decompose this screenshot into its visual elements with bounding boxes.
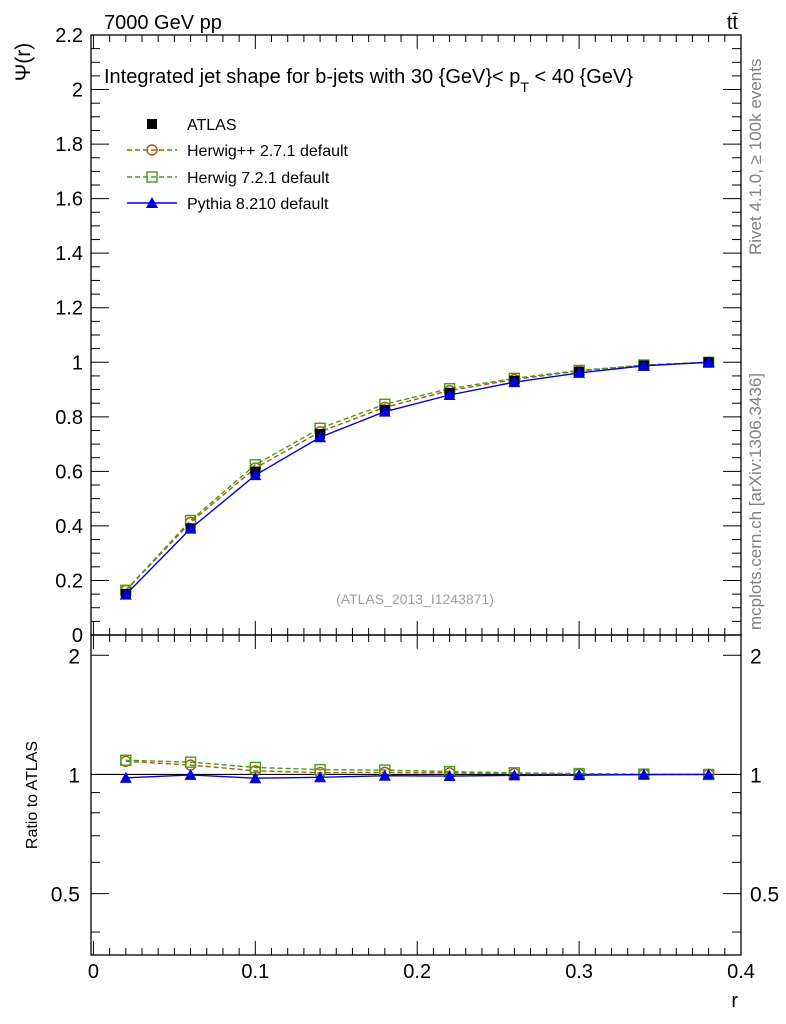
point-pythia-8-210-default [314, 431, 327, 443]
plot-title-main: Integrated jet shape for b-jets with 30 … [104, 66, 520, 88]
y-tick-label: 0.2 [55, 570, 83, 592]
ratio-point-herwig-7-2-1-default [120, 754, 132, 766]
ratio-axis-label: Ratio to ATLAS [24, 741, 41, 849]
x-tick-label: 0.4 [727, 961, 755, 983]
y-tick-label: 2.2 [55, 25, 83, 47]
point-pythia-8-210-default [378, 405, 391, 417]
point-pythia-8-210-default [184, 522, 197, 534]
ratio-point-pythia-8-210-default [119, 771, 132, 783]
legend: ATLAS Herwig++ 2.7.1 default Herwig 7.2.1 … [127, 117, 349, 213]
ratio-point-pythia-8-210-default [508, 769, 521, 781]
x-tick-label: 0.2 [403, 961, 431, 983]
legend-marker-herwig-2-7-1-default [146, 144, 158, 156]
legend-marker-herwig-7-2-1-default [146, 171, 158, 183]
ratio-tick-label-right: 0.5 [750, 884, 779, 907]
point-pythia-8-210-default [249, 469, 262, 481]
ratio-line-herwig-7-2-1-default [125, 759, 709, 776]
energy-label: 7000 GeV pp [104, 12, 222, 34]
legend-label-herwig-2-7-1-default: Herwig++ 2.7.1 default [187, 143, 349, 160]
x-axis-label: r [731, 990, 738, 1012]
point-pythia-8-210-default [443, 389, 456, 400]
ratio-plot-frame [90, 634, 742, 956]
plot-title: Integrated jet shape for b-jets with 30 … [104, 66, 633, 95]
ratio-point-pythia-8-210-default [637, 768, 650, 780]
point-pythia-8-210-default [508, 376, 521, 388]
point-pythia-8-210-default [702, 356, 715, 368]
y-axis-label: Ψ(r) [12, 43, 35, 82]
ratio-tick-label: 2 [68, 645, 80, 668]
ratio-line-pythia-8-210-default [125, 773, 709, 779]
ratio-tick-label-right: 1 [750, 764, 762, 787]
y-tick-label: 0.6 [55, 461, 83, 483]
y-tick-label: 1.6 [55, 189, 83, 211]
series-line-herwig-7-2-1-default [125, 361, 709, 591]
x-tick-label: 0 [88, 961, 99, 983]
ratio-point-pythia-8-210-default [443, 770, 456, 782]
ratio-tick-label: 1 [68, 764, 80, 787]
ratio-point-pythia-8-210-default [702, 768, 715, 780]
series-line-herwig-2-7-1-default [125, 361, 709, 592]
y-tick-label: 1.2 [55, 298, 83, 320]
ratio-point-pythia-8-210-default [249, 772, 262, 784]
legend-label-atlas: ATLAS [187, 117, 237, 134]
ratio-tick-label: 0.5 [51, 884, 80, 907]
process-label: tt̄ [727, 12, 739, 34]
ratio-line-herwig-2-7-1-default [125, 760, 709, 776]
ratio-series-group [119, 754, 715, 784]
watermark-analysis-id: (ATLAS_2013_I1243871) [336, 591, 494, 607]
y-tick-label: 0 [72, 625, 83, 647]
y-tick-label: 2 [72, 80, 83, 102]
y-tick-label: 0.4 [55, 516, 83, 538]
legend-label-pythia-8-210-default: Pythia 8.210 default [187, 196, 329, 213]
y-tick-label: 1.4 [55, 243, 83, 265]
x-tick-label: 0.1 [241, 961, 269, 983]
axes-group: 0 0.1 0.2 0.3 0.4 0 0.2 0.4 0.6 0.8 1 1.2 1.4 1.6 1.8 2… [51, 25, 779, 983]
y-tick-label: 1.8 [55, 134, 83, 156]
main-series-group [119, 356, 715, 600]
ratio-tick-label-right: 2 [750, 645, 762, 668]
series-line-pythia-8-210-default [125, 361, 709, 596]
point-pythia-8-210-default [573, 366, 586, 378]
legend-marker-atlas [147, 119, 157, 129]
legend-label-herwig-7-2-1-default: Herwig 7.2.1 default [187, 170, 330, 187]
point-pythia-8-210-default [119, 588, 132, 600]
plot-title-subscript: T [520, 79, 529, 95]
legend-marker-pythia-8-210-default [146, 197, 158, 208]
y-tick-label: 1 [72, 352, 83, 374]
y-tick-label: 0.8 [55, 407, 83, 429]
ratio-point-pythia-8-210-default [378, 769, 391, 781]
plot-title-end: < 40 {GeV} [529, 66, 633, 88]
rivet-version-label: Rivet 4.1.0, ≥ 100k events [746, 59, 765, 255]
mcplots-label: mcplots.cern.ch [arXiv:1306.3436] [746, 373, 765, 630]
point-pythia-8-210-default [637, 359, 650, 371]
ratio-point-pythia-8-210-default [184, 768, 197, 780]
ratio-point-pythia-8-210-default [314, 771, 327, 783]
ratio-point-pythia-8-210-default [573, 769, 586, 781]
ratio-point-herwig-7-2-1-default [184, 756, 197, 768]
x-tick-label: 0.3 [565, 961, 593, 983]
